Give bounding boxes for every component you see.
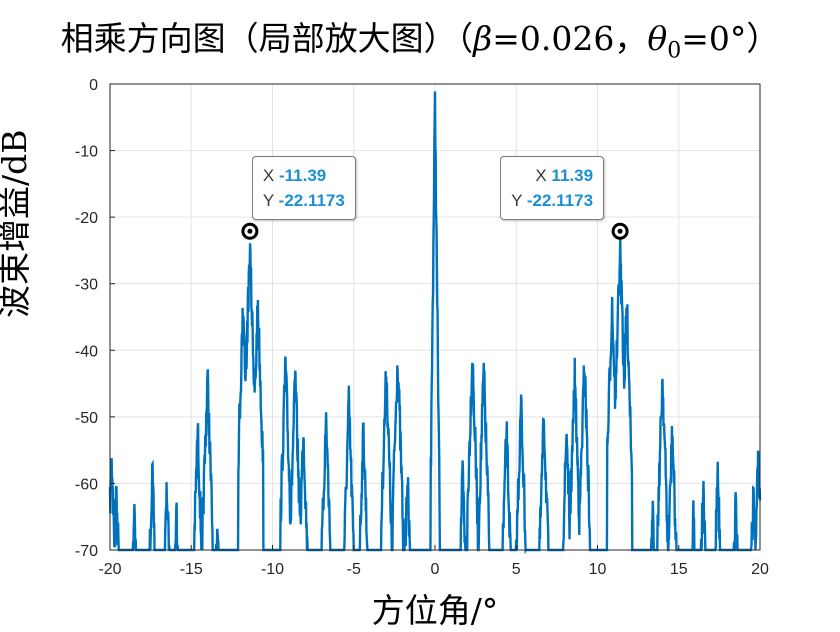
x-tick-label: 5 bbox=[512, 561, 521, 578]
title-beta-value: =0.026， bbox=[492, 19, 648, 58]
y-tick-label: -30 bbox=[75, 277, 98, 294]
chart-title: 相乘方向图（局部放大图）（β=0.026，θ0=0°） bbox=[0, 12, 840, 64]
y-tick-label: -40 bbox=[75, 343, 98, 360]
gain-series-line[interactable] bbox=[108, 91, 762, 555]
y-tick-label: -50 bbox=[75, 410, 98, 427]
datatip-x-key: X bbox=[535, 166, 552, 186]
x-tick-label: -20 bbox=[98, 561, 121, 578]
datatip-x-row: X -11.39 bbox=[263, 163, 345, 188]
datatip-y-row: Y -22.1173 bbox=[263, 188, 345, 213]
title-theta-subscript: 0 bbox=[667, 38, 682, 64]
title-theta-value: =0°） bbox=[681, 19, 780, 58]
datatip-marker-dot bbox=[247, 228, 253, 234]
y-tick-label: -20 bbox=[75, 210, 98, 227]
datatip-y-row: Y -22.1173 bbox=[511, 188, 593, 213]
x-tick-label: 10 bbox=[589, 561, 607, 578]
datatip-marker-dot bbox=[617, 228, 623, 234]
x-tick-label: 0 bbox=[431, 561, 440, 578]
y-tick-label: -10 bbox=[75, 144, 98, 161]
datatip-x-value: 11.39 bbox=[551, 166, 594, 186]
x-tick-label: -10 bbox=[261, 561, 284, 578]
datatip-y-key: Y bbox=[511, 191, 527, 211]
y-tick-label: -70 bbox=[75, 543, 98, 560]
x-tick-label: 20 bbox=[751, 561, 769, 578]
y-tick-label: -60 bbox=[75, 476, 98, 493]
y-tick-label: 0 bbox=[89, 77, 98, 94]
x-tick-label: -15 bbox=[180, 561, 203, 578]
datatip-x-key: X bbox=[262, 166, 279, 186]
datatip-y-value: -22.1173 bbox=[278, 191, 345, 211]
datatip-x-row: X 11.39 bbox=[511, 163, 593, 188]
x-tick-label: 15 bbox=[670, 561, 688, 578]
title-prefix: 相乘方向图（局部放大图）（ bbox=[60, 19, 474, 58]
datatip-x-value: -11.39 bbox=[278, 166, 327, 186]
x-axis-label: 方位角/° bbox=[371, 591, 499, 630]
title-beta-symbol: β bbox=[473, 19, 493, 58]
datatip-box[interactable]: X 11.39 Y -22.1173 bbox=[500, 156, 605, 221]
datatip-y-value: -22.1173 bbox=[526, 191, 594, 211]
x-tick-label: -5 bbox=[347, 561, 361, 578]
datatip-y-key: Y bbox=[262, 191, 279, 211]
title-theta-symbol: θ bbox=[647, 19, 668, 58]
datatip-box[interactable]: X -11.39 Y -22.1173 bbox=[251, 156, 356, 221]
